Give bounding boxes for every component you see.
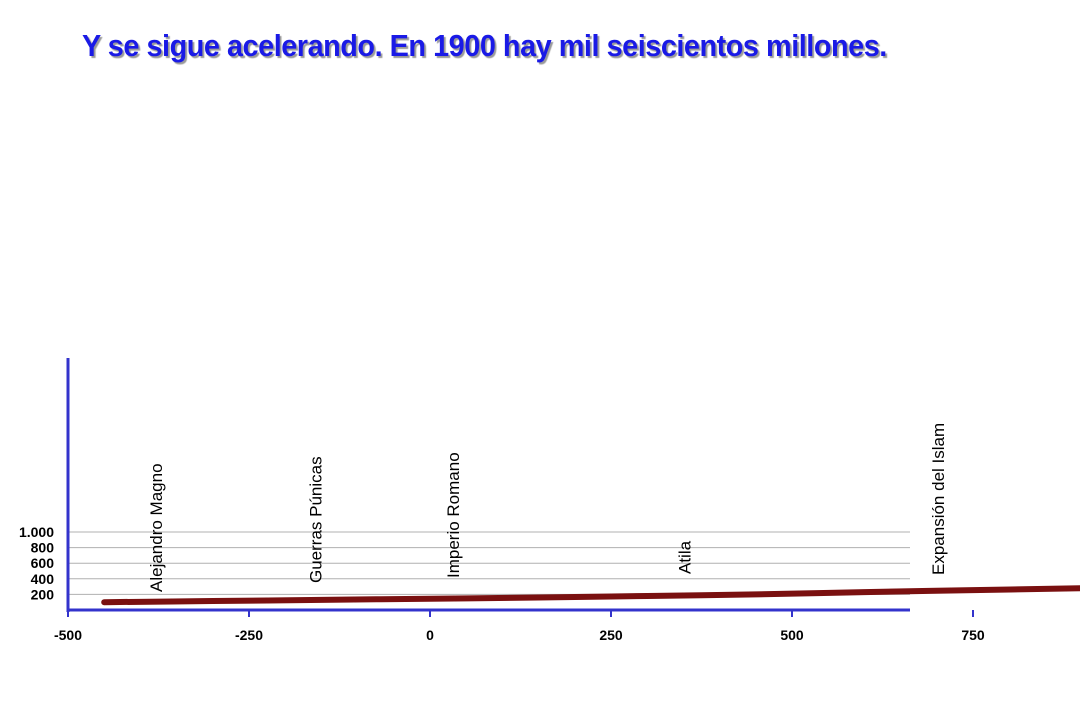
page-title: Y se sigue acelerando. En 1900 hay mil s… (82, 28, 887, 63)
y-tick-label: 1.000 (19, 524, 54, 540)
event-annotation-line: Expansión del Islam (929, 423, 948, 575)
x-tick-label: 250 (599, 627, 623, 643)
event-annotation-line: Guerras Púnicas (306, 456, 325, 583)
axes (66, 358, 910, 612)
event-annotation: Atila (676, 540, 695, 574)
population-curve (101, 585, 1080, 606)
y-tick-label: 400 (31, 571, 55, 587)
event-annotation: Expansión del Islam (929, 423, 948, 575)
y-tick-label: 600 (31, 555, 55, 571)
x-tick-label: 500 (780, 627, 804, 643)
event-annotation: Imperio Romano (444, 452, 463, 578)
annotations: Alejandro Magno Guerras Púnicas Imperio Ro… (147, 423, 948, 592)
event-annotation-line: Atila (676, 540, 695, 574)
event-annotation-line: Imperio Romano (444, 452, 463, 578)
event-annotation-line: Alejandro Magno (147, 463, 166, 592)
event-annotation: Guerras Púnicas (306, 456, 325, 583)
series (101, 585, 1080, 606)
x-tick-label: -500 (54, 627, 82, 643)
y-tick-label: 200 (31, 586, 55, 602)
x-tick-label: 750 (961, 627, 985, 643)
x-tick-label: 0 (426, 627, 434, 643)
event-annotation: Alejandro Magno (147, 463, 166, 592)
x-tick-label: -250 (235, 627, 263, 643)
gridlines (68, 531, 910, 595)
y-tick-label: 800 (31, 540, 55, 556)
x-ticks: -500-25002505007501.0001.2501.5001.750 (54, 610, 985, 643)
